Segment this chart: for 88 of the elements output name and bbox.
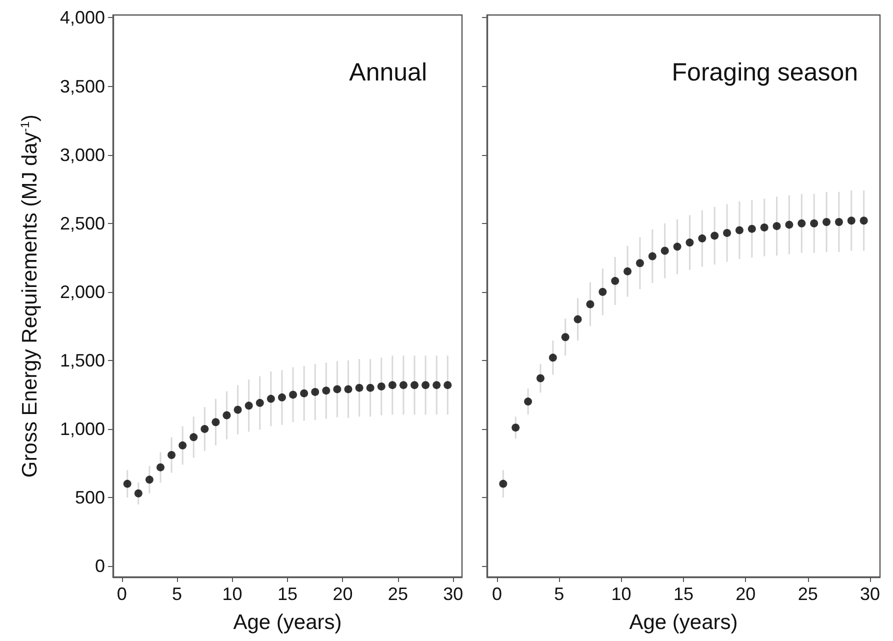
point [636,259,644,268]
point [760,223,768,232]
point [860,216,868,225]
point [785,220,794,229]
point [244,402,253,410]
y-tick-label: 1,000 [60,418,105,439]
point [377,382,386,390]
x-tick-label: 5 [554,584,564,604]
y-tick-label: 1,500 [60,350,105,370]
point [499,480,508,488]
point [548,354,557,362]
y-axis-title: Gross Energy Requirements (MJ day-1) [18,114,42,478]
point [289,390,298,399]
y-tick-label: 2,000 [60,282,105,302]
point [586,300,594,308]
point [300,389,308,398]
point [686,238,694,247]
point [422,381,430,390]
x-axis-title: Age (years) [629,611,738,634]
point [748,224,756,233]
point [333,385,342,394]
point [322,386,330,395]
point [772,222,781,230]
point [444,381,452,390]
x-tick-label: 25 [388,584,408,604]
point [798,219,806,228]
point [834,218,843,226]
point [278,393,286,402]
point [810,219,818,228]
x-tick-label: 15 [673,584,694,604]
point [212,418,220,426]
y-tick-label: 0 [94,556,105,576]
point [611,276,620,285]
x-tick-label: 0 [116,584,127,604]
text: Foraging season [672,58,858,86]
point [256,398,264,407]
point [145,476,154,484]
point [344,385,352,394]
point [200,424,209,433]
x-tick-label: 10 [611,584,632,604]
point [311,388,320,396]
y-tick-label: 2,500 [60,213,105,234]
point [168,451,176,460]
x-tick-label: 0 [492,584,502,604]
point [648,252,656,260]
y-tick-label: 4,000 [60,8,105,28]
point [598,288,607,296]
point [698,234,706,242]
point [673,242,682,251]
x-tick-label: 30 [860,584,880,604]
point [822,218,831,226]
point [723,228,732,237]
point [234,406,242,414]
point [178,441,187,450]
point [524,398,532,406]
point [266,394,275,403]
point [536,374,544,382]
x-tick-label: 10 [222,584,242,604]
point [432,381,441,390]
point [512,424,520,432]
y-tick-label: 3,000 [60,144,105,165]
point [123,480,132,488]
point [366,384,374,392]
text: Annual [349,58,428,86]
point [561,333,570,342]
point [624,267,632,276]
point [388,381,396,390]
x-tick-label: 20 [736,584,756,604]
x-tick-label: 5 [172,584,182,604]
point [847,216,856,225]
point [410,381,419,390]
point [399,381,408,390]
point [156,463,164,472]
x-tick-label: 20 [332,584,353,604]
x-tick-label: 30 [443,584,464,604]
y-tick-label: 3,500 [60,76,105,96]
point [355,384,364,392]
point [134,489,142,498]
y-tick-label: 500 [74,488,105,508]
point [190,433,198,442]
x-tick-label: 25 [798,584,818,604]
point [574,315,582,324]
point [660,246,669,255]
point [710,232,719,240]
x-tick-label: 15 [277,584,298,604]
point [222,411,231,420]
x-axis-title: Age (years) [233,611,342,634]
point [735,226,744,234]
